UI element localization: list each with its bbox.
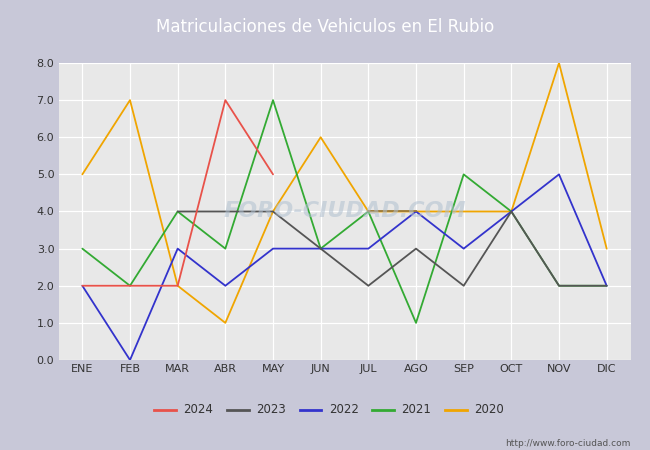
Text: 2023: 2023 (256, 403, 285, 416)
Text: Matriculaciones de Vehiculos en El Rubio: Matriculaciones de Vehiculos en El Rubio (156, 18, 494, 36)
Text: FORO-CIUDAD.COM: FORO-CIUDAD.COM (223, 202, 466, 221)
Text: http://www.foro-ciudad.com: http://www.foro-ciudad.com (505, 439, 630, 448)
Text: 2021: 2021 (402, 403, 432, 416)
Text: 2022: 2022 (329, 403, 359, 416)
Text: 2024: 2024 (183, 403, 213, 416)
Text: 2020: 2020 (474, 403, 504, 416)
